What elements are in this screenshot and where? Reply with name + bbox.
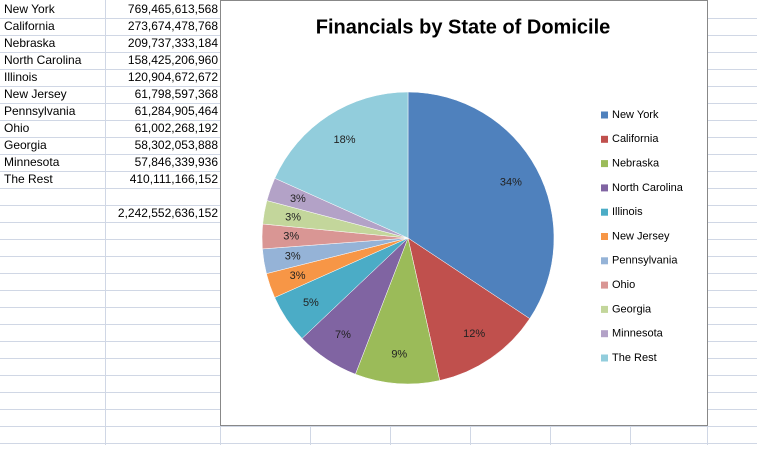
slice-label: 7% [335,329,351,341]
legend-swatch [601,354,608,362]
pie: 34% 12% 9% 7% 5% 3% 3% 3% 3% 3% 18% [261,91,555,385]
value-cell: 61,284,905,464 [135,104,219,118]
legend-label: Minnesota [612,328,664,340]
legend-label: Ohio [612,279,635,291]
slice-label: 3% [285,211,301,223]
value-cell: 769,465,613,568 [128,2,218,16]
legend-swatch [601,330,608,338]
value-cell: 61,798,597,368 [135,87,219,101]
legend-swatch [601,184,608,192]
legend-swatch [601,135,608,143]
slice-label: 3% [283,231,299,243]
state-cell: Minnesota [4,155,60,169]
pie-slice [274,91,409,239]
state-cell: Illinois [4,70,37,84]
legend-label: North Carolina [612,182,684,194]
legend-label: New York [612,109,659,121]
legend-swatch [601,160,608,168]
value-cell: 158,425,206,960 [128,53,218,67]
state-cell: New Jersey [4,87,67,101]
legend-swatch [601,208,608,216]
slice-label: 9% [391,348,407,360]
state-cell: Ohio [4,121,30,135]
legend-swatch [601,281,608,289]
pie-slice [355,237,441,385]
legend-label: Nebraska [612,158,660,170]
state-cell: New York [4,2,56,16]
slice-label: 18% [333,134,355,146]
cells: New York 769,465,613,568 California 273,674… [4,2,218,220]
legend: New York California Nebraska North Carolina… [601,109,684,364]
state-cell: North Carolina [4,53,82,67]
state-cell: California [4,19,55,33]
legend-label: Illinois [612,206,643,218]
legend-swatch [601,233,608,240]
value-cell: 61,002,268,192 [135,121,219,135]
chart-title: Financials by State of Domicile [316,16,611,38]
legend-swatch [601,257,608,265]
legend-label: California [612,133,659,145]
state-cell: Nebraska [4,36,56,50]
legend-label: New Jersey [612,230,670,242]
value-cell: 57,846,339,936 [135,155,219,169]
legend-swatch [601,111,608,119]
state-cell: Pennsylvania [4,104,76,118]
legend-label: The Rest [612,352,657,364]
slice-label: 3% [285,251,301,263]
state-cell: Georgia [4,138,47,152]
legend-label: Pennsylvania [612,255,678,267]
slice-label: 3% [290,193,306,205]
value-cell: 58,302,053,888 [135,138,219,152]
legend-label: Georgia [612,303,652,315]
slice-label: 3% [290,270,306,282]
slice-label: 5% [303,297,319,309]
slice-label: 12% [463,328,485,340]
total-cell: 2,242,552,636,152 [118,206,218,220]
state-cell: The Rest [4,172,53,186]
pie-slice [407,237,531,381]
value-cell: 410,111,166,152 [130,172,219,186]
value-cell: 120,904,672,672 [128,70,218,84]
value-cell: 209,737,333,184 [128,36,218,50]
legend-swatch [601,305,608,313]
slice-label: 34% [500,177,522,189]
value-cell: 273,674,478,768 [128,19,218,33]
